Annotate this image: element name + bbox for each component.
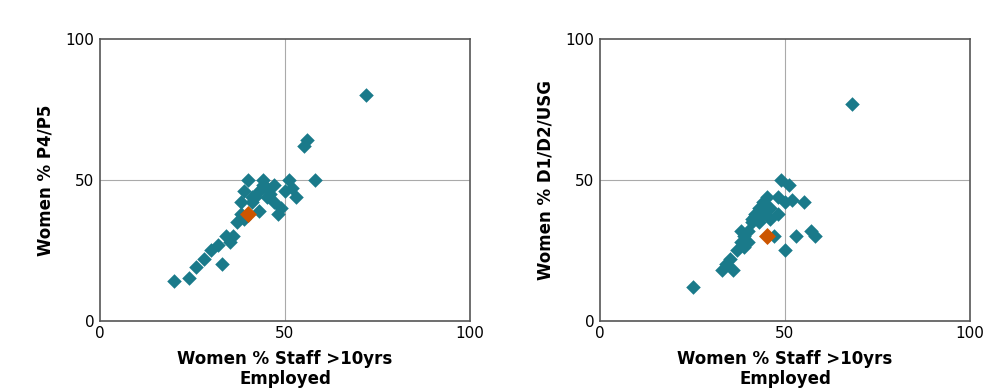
- Point: [166, 278, 182, 284]
- Point: [781, 182, 797, 188]
- X-axis label: Women % Staff >10yrs
Employed: Women % Staff >10yrs Employed: [177, 350, 393, 388]
- Point: [740, 228, 756, 234]
- Point: [358, 92, 374, 99]
- Point: [777, 247, 793, 253]
- Point: [244, 199, 260, 206]
- Point: [299, 137, 315, 143]
- Point: [807, 233, 823, 239]
- Point: [270, 210, 286, 217]
- Point: [222, 239, 238, 245]
- Point: [247, 194, 263, 200]
- Point: [722, 256, 738, 262]
- Point: [796, 199, 812, 206]
- Point: [751, 219, 767, 225]
- Point: [203, 247, 219, 253]
- Point: [188, 264, 204, 270]
- Point: [225, 233, 241, 239]
- Point: [784, 196, 800, 203]
- Point: [255, 182, 271, 188]
- Point: [684, 284, 700, 290]
- Point: [770, 210, 786, 217]
- Point: [233, 199, 249, 206]
- Point: [744, 216, 760, 222]
- Point: [762, 205, 778, 211]
- Point: [236, 216, 252, 222]
- Point: [236, 188, 252, 194]
- Point: [240, 177, 256, 183]
- Point: [281, 177, 297, 183]
- Point: [210, 242, 226, 248]
- Point: [714, 267, 730, 273]
- Point: [277, 188, 293, 194]
- Y-axis label: Women % D1/D2/USG: Women % D1/D2/USG: [536, 80, 554, 280]
- Point: [733, 228, 749, 234]
- Point: [218, 233, 234, 239]
- Point: [258, 194, 274, 200]
- Point: [747, 210, 763, 217]
- Point: [725, 267, 741, 273]
- Point: [251, 208, 267, 214]
- Point: [262, 191, 278, 197]
- Point: [759, 205, 775, 211]
- Point: [803, 228, 819, 234]
- Point: [755, 210, 771, 217]
- Point: [196, 256, 212, 262]
- Point: [266, 182, 282, 188]
- Point: [736, 244, 752, 251]
- Point: [266, 199, 282, 206]
- Point: [759, 233, 775, 239]
- Point: [288, 194, 304, 200]
- Point: [788, 233, 804, 239]
- Point: [773, 177, 789, 183]
- Point: [284, 185, 300, 192]
- Point: [255, 177, 271, 183]
- Point: [744, 219, 760, 225]
- X-axis label: Women % Staff >10yrs
Employed: Women % Staff >10yrs Employed: [677, 350, 893, 388]
- Point: [736, 233, 752, 239]
- Point: [273, 205, 289, 211]
- Point: [240, 210, 256, 217]
- Y-axis label: Women % P4/P5: Women % P4/P5: [36, 104, 54, 256]
- Point: [296, 143, 312, 149]
- Point: [233, 210, 249, 217]
- Point: [759, 194, 775, 200]
- Point: [844, 101, 860, 107]
- Point: [762, 216, 778, 222]
- Point: [229, 219, 245, 225]
- Point: [251, 188, 267, 194]
- Point: [751, 210, 767, 217]
- Point: [718, 261, 734, 267]
- Point: [755, 199, 771, 206]
- Point: [766, 233, 782, 239]
- Point: [740, 239, 756, 245]
- Point: [729, 247, 745, 253]
- Point: [747, 213, 763, 220]
- Point: [751, 205, 767, 211]
- Point: [307, 177, 323, 183]
- Point: [181, 275, 197, 282]
- Point: [258, 185, 274, 192]
- Point: [244, 194, 260, 200]
- Point: [770, 194, 786, 200]
- Point: [777, 199, 793, 206]
- Point: [733, 239, 749, 245]
- Point: [214, 261, 230, 267]
